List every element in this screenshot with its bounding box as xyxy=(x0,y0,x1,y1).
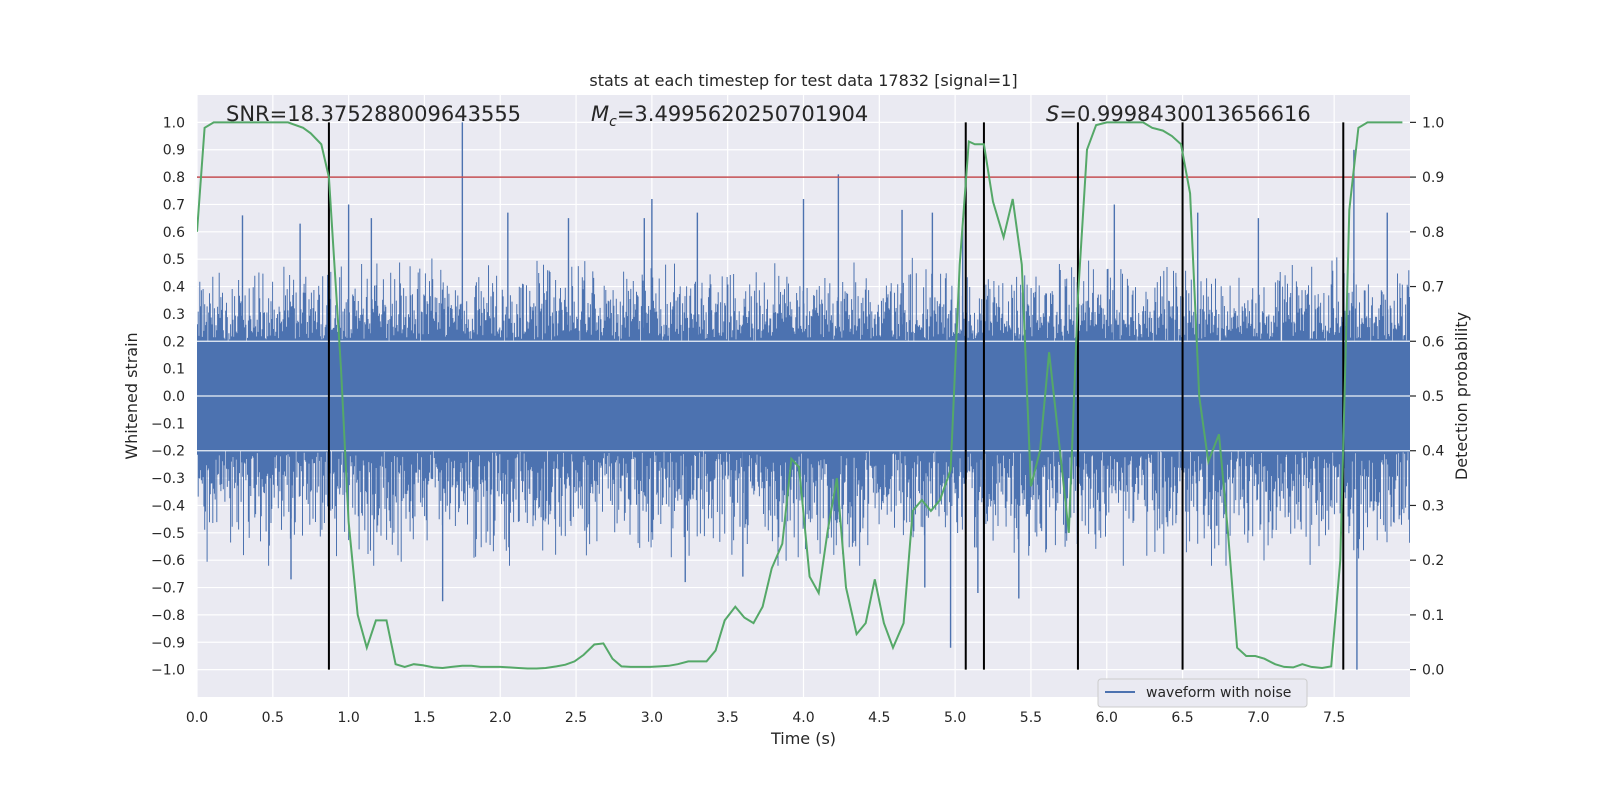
score-value: =0.9998430013656616 xyxy=(1059,102,1310,126)
y-right-tick-label: 0.2 xyxy=(1422,553,1444,569)
snr-annotation: SNR=18.375288009643555 xyxy=(226,102,521,126)
probability-series xyxy=(197,121,1403,670)
y-tick-label: 1.0 xyxy=(163,115,185,131)
y-tick-label: −0.8 xyxy=(151,608,185,624)
x-tick-label: 7.0 xyxy=(1247,710,1269,726)
legend-box xyxy=(1097,678,1308,708)
y-tick-label: −1.0 xyxy=(151,663,185,679)
y-tick-label: 0.4 xyxy=(163,280,185,296)
y-tick-label: 0.9 xyxy=(163,143,185,159)
x-tick-label: 3.0 xyxy=(641,710,663,726)
x-axis-label: Time (s) xyxy=(770,729,836,748)
chirp-mass-annotation: Mc=3.4995620250701904 xyxy=(591,102,868,130)
y-tick-label: 0.2 xyxy=(163,334,185,350)
y-right-tick-label: 0.8 xyxy=(1422,225,1444,241)
chirp-mass-subscript: c xyxy=(609,114,617,130)
y-right-tick-label: 0.4 xyxy=(1422,444,1444,460)
y-right-tick-label: 0.0 xyxy=(1422,663,1444,679)
legend: waveform with noise xyxy=(1097,678,1308,708)
y-tick-label: −0.7 xyxy=(151,581,185,597)
y-tick-label: −0.2 xyxy=(151,444,185,460)
y-axis-label: Whitened strain xyxy=(122,332,141,459)
y-right-tick-label: 1.0 xyxy=(1422,115,1444,131)
y-tick-label: −0.6 xyxy=(151,553,185,569)
waveform-series xyxy=(197,122,1410,670)
y-tick-label: 0.5 xyxy=(163,252,185,268)
y-tick-label: −0.5 xyxy=(151,526,185,542)
y-tick-label: −0.4 xyxy=(151,498,185,514)
x-tick-label: 0.0 xyxy=(186,710,208,726)
y-tick-label: 0.7 xyxy=(163,197,185,213)
y-right-tick-label: 0.6 xyxy=(1422,334,1444,350)
y-tick-label: 0.0 xyxy=(163,389,185,405)
x-tick-label: 5.5 xyxy=(1020,710,1042,726)
y-right-tick-label: 0.3 xyxy=(1422,498,1444,514)
x-axis-ticks: 0.0 0.5 1.0 1.5 2.0 2.5 3.0 3.5 4.0 4.5 5.0 5.5 6.0 6… xyxy=(186,710,1345,726)
x-tick-label: 6.0 xyxy=(1096,710,1118,726)
y-right-tick-label: 0.7 xyxy=(1422,280,1444,296)
y-axis-right-ticks: 1.0 0.9 0.8 0.7 0.6 0.5 0.4 0.3 0.2 0.1 0.0 xyxy=(1410,115,1444,679)
y-tick-label: −0.1 xyxy=(151,416,185,432)
probability-line xyxy=(197,121,1403,670)
x-tick-label: 4.5 xyxy=(868,710,890,726)
chirp-mass-symbol: M xyxy=(591,102,609,126)
y-right-tick-label: 0.9 xyxy=(1422,170,1444,186)
legend-label-waveform: waveform with noise xyxy=(1146,685,1291,701)
x-tick-label: 1.0 xyxy=(337,710,359,726)
y-tick-label: 0.6 xyxy=(163,225,185,241)
x-tick-label: 4.0 xyxy=(792,710,814,726)
x-tick-label: 5.0 xyxy=(944,710,966,726)
chart-title: stats at each timestep for test data 178… xyxy=(589,71,1017,90)
x-tick-label: 2.5 xyxy=(565,710,587,726)
y-tick-label: −0.3 xyxy=(151,471,185,487)
chirp-mass-value: =3.4995620250701904 xyxy=(617,102,868,126)
x-tick-label: 2.0 xyxy=(489,710,511,726)
y-right-tick-label: 0.5 xyxy=(1422,389,1444,405)
event-markers xyxy=(327,122,1345,670)
score-symbol: S xyxy=(1046,102,1059,126)
x-tick-label: 3.5 xyxy=(717,710,739,726)
x-tick-label: 1.5 xyxy=(413,710,435,726)
y-tick-label: −0.9 xyxy=(151,635,185,651)
y-axis-ticks: 1.0 0.9 0.8 0.7 0.6 0.5 0.4 0.3 0.2 0.1 0.0 −0.1 −0.… xyxy=(151,115,185,678)
x-tick-label: 0.5 xyxy=(262,710,284,726)
y-tick-label: 0.1 xyxy=(163,362,185,378)
x-tick-label: 6.5 xyxy=(1171,710,1193,726)
score-annotation: S=0.9998430013656616 xyxy=(1046,102,1311,126)
y-axis-right-label: Detection probability xyxy=(1452,312,1471,480)
x-tick-label: 7.5 xyxy=(1323,710,1345,726)
y-tick-label: 0.8 xyxy=(163,170,185,186)
y-right-tick-label: 0.1 xyxy=(1422,608,1444,624)
y-tick-label: 0.3 xyxy=(163,307,185,323)
